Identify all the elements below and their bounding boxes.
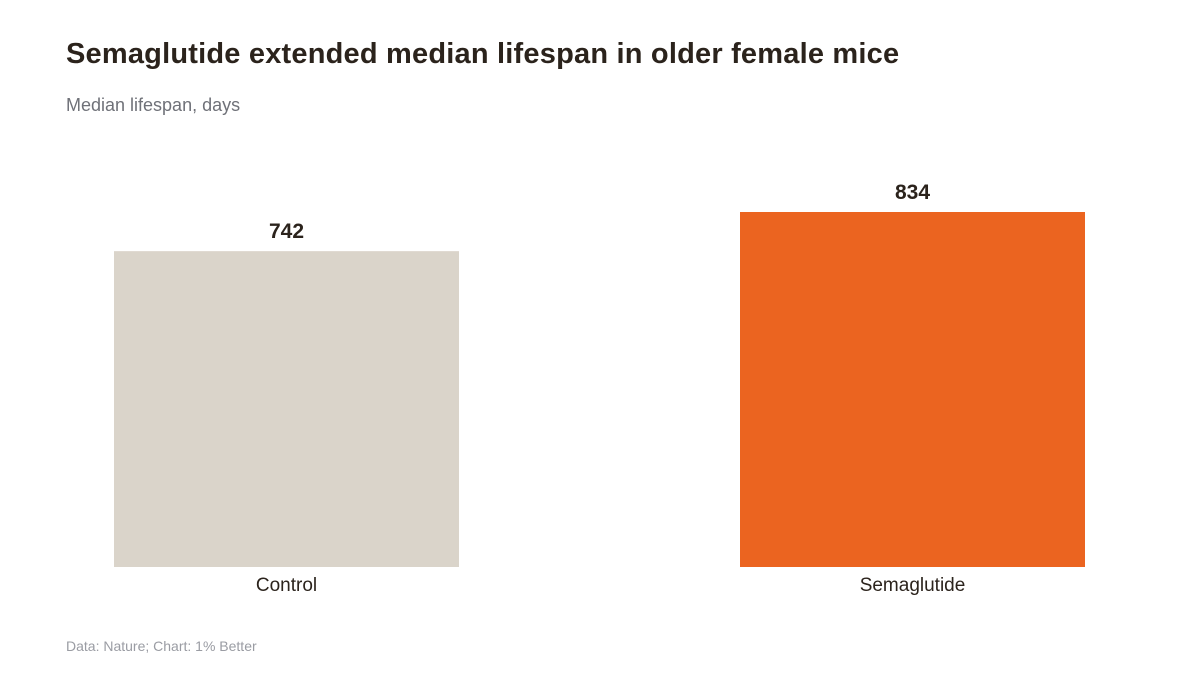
- value-label-semaglutide: 834: [895, 181, 930, 204]
- category-label-control: Control: [256, 575, 317, 596]
- chart-subtitle: Median lifespan, days: [66, 95, 241, 115]
- chart-title: Semaglutide extended median lifespan in …: [66, 38, 900, 70]
- source-note: Data: Nature; Chart: 1% Better: [66, 638, 257, 654]
- bar-control: [114, 251, 459, 567]
- value-label-control: 742: [269, 220, 304, 243]
- bar-semaglutide: [740, 212, 1085, 567]
- category-label-semaglutide: Semaglutide: [860, 575, 966, 596]
